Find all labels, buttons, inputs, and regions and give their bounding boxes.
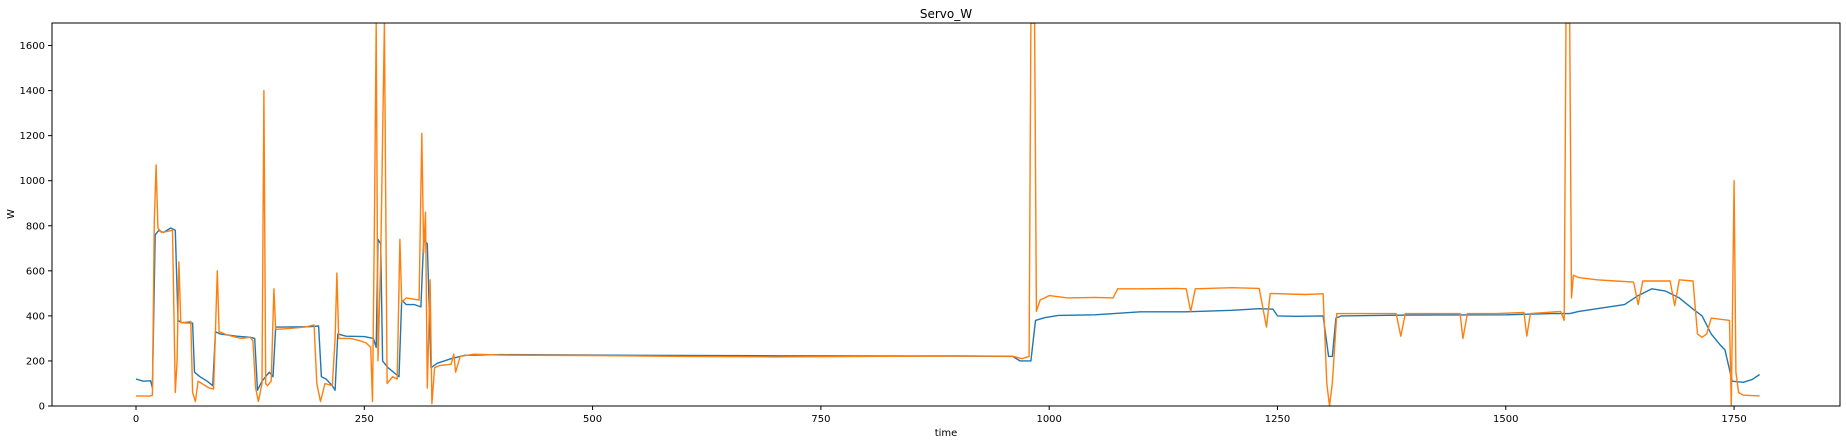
plot-frame [51,22,1841,407]
x-tick-label: 1750 [1721,414,1746,425]
x-axis-label: time [935,428,958,439]
y-axis: 0 200 400 600 800 1000 1200 1400 1600 [20,41,52,413]
y-tick-label: 400 [26,311,45,322]
x-tick-label: 250 [355,414,374,425]
y-tick-label: 800 [26,221,45,232]
x-tick-label: 1250 [1265,414,1290,425]
y-tick-label: 1600 [20,41,45,52]
y-tick-label: 600 [26,266,45,277]
y-tick-label: 0 [39,402,45,413]
y-tick-label: 1000 [20,176,45,187]
x-tick-label: 1500 [1493,414,1518,425]
plot-area [135,23,1760,406]
x-tick-label: 750 [811,414,830,425]
x-tick-label: 1000 [1036,414,1061,425]
y-tick-label: 200 [26,356,45,367]
series-line-2 [135,23,1760,406]
x-tick-label: 500 [583,414,602,425]
x-tick-label: 0 [133,414,139,425]
y-tick-label: 1400 [20,86,45,97]
y-axis-label: W [6,209,17,219]
y-tick-label: 1200 [20,131,45,142]
chart-title: Servo_W [920,7,972,21]
x-axis: 0 250 500 750 1000 1250 1500 1750 [133,406,1747,425]
